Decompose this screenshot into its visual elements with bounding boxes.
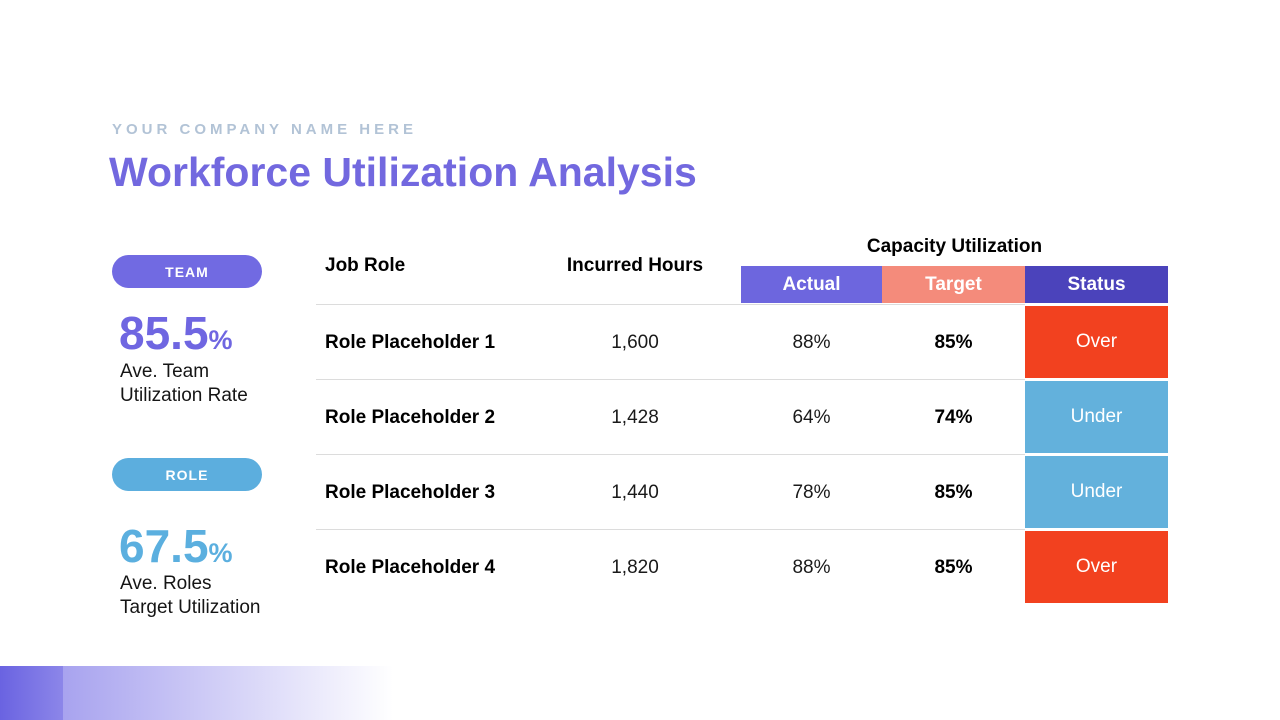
team-value-unit: % bbox=[208, 325, 233, 355]
row-status-badge: Over bbox=[1025, 531, 1168, 603]
row-divider bbox=[316, 454, 1025, 455]
team-utilization-label: Ave. Team Utilization Rate bbox=[120, 360, 248, 408]
row-status-badge: Under bbox=[1025, 456, 1168, 528]
role-badge-label: ROLE bbox=[165, 466, 209, 483]
team-utilization-value: 85.5% bbox=[119, 306, 233, 360]
role-label-line1: Ave. Roles bbox=[120, 573, 212, 594]
table-row: Role Placeholder 1 1,600 88% 85% Over bbox=[316, 305, 1168, 380]
company-name: YOUR COMPANY NAME HERE bbox=[112, 121, 417, 138]
bottom-accent-bar-dark bbox=[0, 666, 63, 720]
column-header-job-role: Job Role bbox=[325, 255, 406, 276]
team-value-number: 85.5 bbox=[119, 307, 209, 359]
row-status-badge: Over bbox=[1025, 306, 1168, 378]
row-status-badge: Under bbox=[1025, 381, 1168, 453]
row-job-role: Role Placeholder 3 bbox=[325, 481, 496, 503]
row-job-role: Role Placeholder 1 bbox=[325, 331, 496, 353]
row-actual-percent: 64% bbox=[792, 406, 831, 428]
table-row: Role Placeholder 4 1,820 88% 85% Over bbox=[316, 530, 1168, 605]
role-label-line2: Target Utilization bbox=[120, 597, 261, 618]
team-badge: TEAM bbox=[112, 255, 262, 288]
row-incurred-hours: 1,820 bbox=[611, 556, 659, 578]
team-label-line2: Utilization Rate bbox=[120, 385, 248, 406]
row-incurred-hours: 1,428 bbox=[611, 406, 659, 428]
role-badge: ROLE bbox=[112, 458, 262, 491]
row-target-percent: 74% bbox=[934, 406, 973, 428]
header-divider bbox=[316, 304, 1025, 305]
role-value-number: 67.5 bbox=[119, 520, 209, 572]
row-job-role: Role Placeholder 4 bbox=[325, 556, 496, 578]
row-actual-percent: 78% bbox=[792, 481, 831, 503]
capacity-utilization-header: Capacity Utilization bbox=[866, 236, 1043, 257]
column-header-status: Status bbox=[1025, 266, 1168, 303]
row-target-percent: 85% bbox=[934, 556, 973, 578]
role-value-unit: % bbox=[208, 538, 233, 568]
row-actual-percent: 88% bbox=[792, 331, 831, 353]
column-header-actual: Actual bbox=[741, 266, 882, 303]
row-target-percent: 85% bbox=[934, 481, 973, 503]
table-row: Role Placeholder 3 1,440 78% 85% Under bbox=[316, 455, 1168, 530]
row-target-percent: 85% bbox=[934, 331, 973, 353]
column-header-incurred-hours: Incurred Hours bbox=[566, 255, 704, 276]
row-job-role: Role Placeholder 2 bbox=[325, 406, 496, 428]
table-row: Role Placeholder 2 1,428 64% 74% Under bbox=[316, 380, 1168, 455]
page-title: Workforce Utilization Analysis bbox=[109, 149, 697, 195]
team-label-line1: Ave. Team bbox=[120, 361, 210, 382]
row-divider bbox=[316, 379, 1025, 380]
role-utilization-label: Ave. Roles Target Utilization bbox=[120, 572, 260, 620]
row-divider bbox=[316, 529, 1025, 530]
role-utilization-value: 67.5% bbox=[119, 519, 233, 573]
team-badge-label: TEAM bbox=[165, 263, 209, 280]
row-incurred-hours: 1,440 bbox=[611, 481, 659, 503]
bottom-accent-bar-fade bbox=[63, 666, 393, 720]
row-actual-percent: 88% bbox=[792, 556, 831, 578]
column-header-target: Target bbox=[882, 266, 1025, 303]
row-incurred-hours: 1,600 bbox=[611, 331, 659, 353]
